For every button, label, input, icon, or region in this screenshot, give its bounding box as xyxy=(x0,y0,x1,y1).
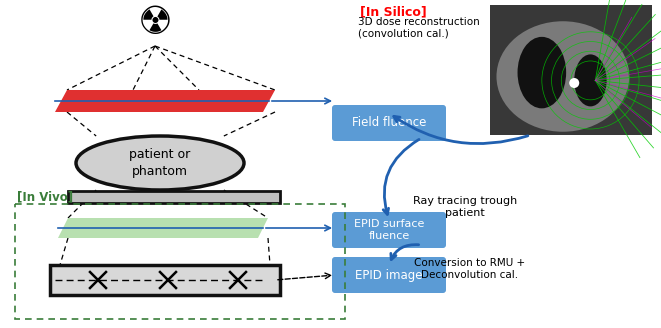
Text: [In Vivo]: [In Vivo] xyxy=(17,190,73,203)
Text: 3D dose reconstruction
(convolution cal.): 3D dose reconstruction (convolution cal.… xyxy=(358,17,480,39)
Text: EPID surface
fluence: EPID surface fluence xyxy=(354,219,424,241)
Ellipse shape xyxy=(76,136,244,190)
Text: EPID image: EPID image xyxy=(355,269,423,281)
Text: patient or
phantom: patient or phantom xyxy=(130,148,190,178)
FancyBboxPatch shape xyxy=(68,191,280,203)
Ellipse shape xyxy=(574,54,607,106)
Ellipse shape xyxy=(518,37,566,108)
FancyBboxPatch shape xyxy=(50,265,280,295)
FancyBboxPatch shape xyxy=(332,212,446,248)
Text: [In Silico]: [In Silico] xyxy=(360,5,427,18)
Text: Field fluence: Field fluence xyxy=(352,116,426,130)
FancyBboxPatch shape xyxy=(332,105,446,141)
Text: ☢: ☢ xyxy=(137,4,173,42)
Circle shape xyxy=(569,78,579,88)
Ellipse shape xyxy=(496,21,629,132)
FancyBboxPatch shape xyxy=(332,257,446,293)
Polygon shape xyxy=(55,90,275,112)
Text: Conversion to RMU +
Deconvolution cal.: Conversion to RMU + Deconvolution cal. xyxy=(414,258,525,279)
Polygon shape xyxy=(58,218,268,238)
FancyBboxPatch shape xyxy=(490,5,652,135)
Text: Ray tracing trough
patient: Ray tracing trough patient xyxy=(413,196,517,217)
